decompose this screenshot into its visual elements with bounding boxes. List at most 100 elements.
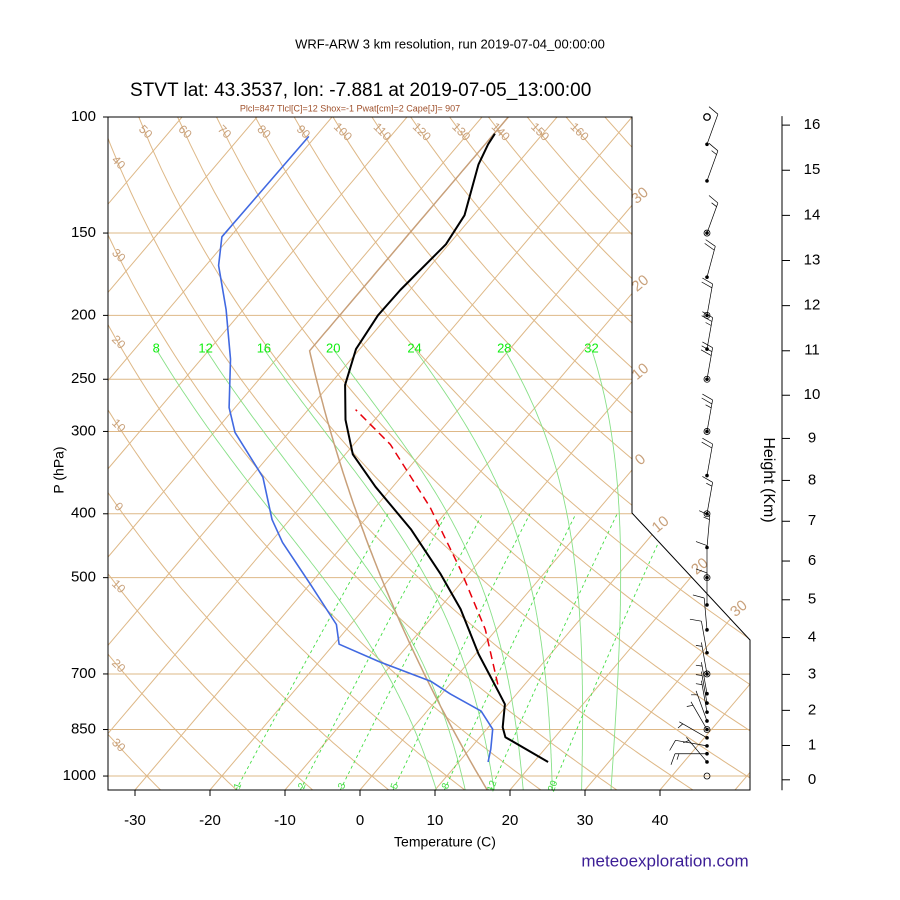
wind-dot — [705, 347, 709, 351]
moist-adiabat — [205, 348, 466, 790]
background-lines — [0, 117, 750, 790]
mixing-ratio-line — [235, 513, 389, 790]
dry-adiabat — [371, 117, 750, 790]
level-marker — [703, 670, 711, 678]
y2-tick-label: 12 — [804, 297, 821, 314]
isotherm — [108, 117, 333, 790]
wind-barb — [695, 662, 708, 694]
wind-dot — [705, 275, 709, 279]
dry-adiabat — [254, 117, 750, 790]
sounding-line — [344, 133, 549, 763]
dry-adiabat-label: 140 — [489, 120, 513, 144]
moist-adiabat — [503, 348, 584, 790]
mixing-ratio-line — [339, 513, 483, 790]
wind-dot — [705, 142, 709, 147]
isotherm — [659, 117, 750, 790]
wind-dot — [705, 179, 709, 183]
isotherm — [434, 117, 750, 790]
mixing-ratio-label: 2 — [296, 781, 308, 790]
y-tick-label: 700 — [71, 665, 96, 682]
isotherm — [509, 117, 750, 790]
y2-tick-label: 11 — [804, 342, 820, 359]
wind-barb — [689, 618, 708, 653]
standard-atmosphere — [308, 117, 514, 790]
y2-tick-label: 9 — [808, 429, 816, 446]
y2-tick-label: 5 — [808, 591, 816, 608]
wind-calm — [703, 113, 711, 121]
moist-adiabat — [263, 348, 495, 790]
wind-dot — [705, 691, 709, 696]
y2-tick-label: 13 — [804, 251, 821, 268]
dry-adiabat-label: 50 — [136, 122, 156, 142]
wind-dot — [705, 628, 709, 632]
level-marker — [703, 428, 711, 435]
y2-tick-label: 8 — [808, 471, 816, 488]
wind-barb — [706, 106, 719, 145]
isotherm-label: 30 — [727, 597, 751, 621]
y-tick-label: 1000 — [63, 767, 96, 784]
dry-adiabat-label: 80 — [254, 122, 274, 142]
wind-barb — [695, 642, 708, 675]
isotherm — [108, 117, 483, 790]
dry-adiabat — [216, 117, 750, 790]
dry-adiabat — [108, 117, 618, 790]
y-tick-label: 100 — [71, 108, 96, 125]
dry-adiabat-label: 90 — [294, 122, 314, 142]
wind-dot — [705, 701, 709, 705]
y-tick-label: 300 — [71, 422, 96, 439]
wind-barb — [682, 737, 708, 763]
moist-adiabat-label: 32 — [584, 341, 598, 356]
x-tick-label: -30 — [124, 812, 146, 829]
wind-barb — [695, 671, 708, 704]
mixing-ratio-line — [490, 513, 618, 790]
mixing-ratio-label: 1 — [232, 781, 244, 790]
wind-dot — [705, 473, 709, 478]
dry-adiabat — [108, 117, 314, 790]
dry-adiabat — [293, 117, 750, 790]
y2-tick-label: 7 — [808, 512, 816, 529]
isotherm-label: 0 — [632, 451, 649, 469]
wind-barb — [669, 739, 708, 751]
dry-adiabat-label: 130 — [449, 120, 473, 144]
y2-axis-label: Height (Km) — [760, 437, 777, 522]
wind-barb — [702, 476, 713, 514]
x-tick-label: 40 — [652, 812, 669, 829]
isotherm — [108, 117, 258, 790]
dry-adiabat — [604, 117, 750, 790]
y-tick-label: 200 — [71, 306, 96, 323]
wind-barb — [691, 690, 708, 722]
wind-barb — [677, 721, 708, 739]
level-marker — [703, 113, 711, 121]
wind-dot — [705, 719, 709, 723]
moist-adiabat-label: 24 — [407, 341, 421, 356]
isotherm — [108, 117, 633, 790]
y2-tick-label: 3 — [808, 665, 816, 682]
dry-adiabat — [682, 117, 750, 790]
dry-adiabat-label: 20 — [109, 332, 129, 352]
y2-tick-label: 16 — [804, 116, 821, 133]
wind-dot — [705, 313, 709, 318]
y2-tick-label: 15 — [804, 161, 821, 178]
dry-adiabat-label: 30 — [109, 246, 129, 266]
y-tick-label: 400 — [71, 505, 96, 522]
dry-adiabat-label: 40 — [109, 153, 129, 173]
dry-adiabat — [108, 117, 466, 790]
sounding-line — [217, 135, 494, 763]
isotherm — [108, 117, 408, 790]
y-tick-label: 250 — [71, 370, 96, 387]
wind-dot — [705, 751, 709, 756]
chart-subtitle: Plcl=847 Tlcl[C]=12 Shox=-1 Pwat[cm]=2 C… — [240, 103, 460, 113]
isotherm-label: 10 — [649, 513, 673, 537]
x-tick-label: 10 — [427, 812, 444, 829]
wind-dot — [705, 575, 709, 580]
dry-adiabat — [0, 117, 85, 790]
mixing-ratio-label: 12 — [485, 779, 499, 794]
y2-tick-label: 10 — [804, 386, 821, 403]
mixing-ratio-label: 3 — [336, 781, 348, 790]
mixing-ratio-label: 5 — [389, 781, 401, 790]
level-marker — [703, 229, 711, 237]
wind-barb — [706, 143, 719, 181]
isotherm — [134, 117, 708, 790]
